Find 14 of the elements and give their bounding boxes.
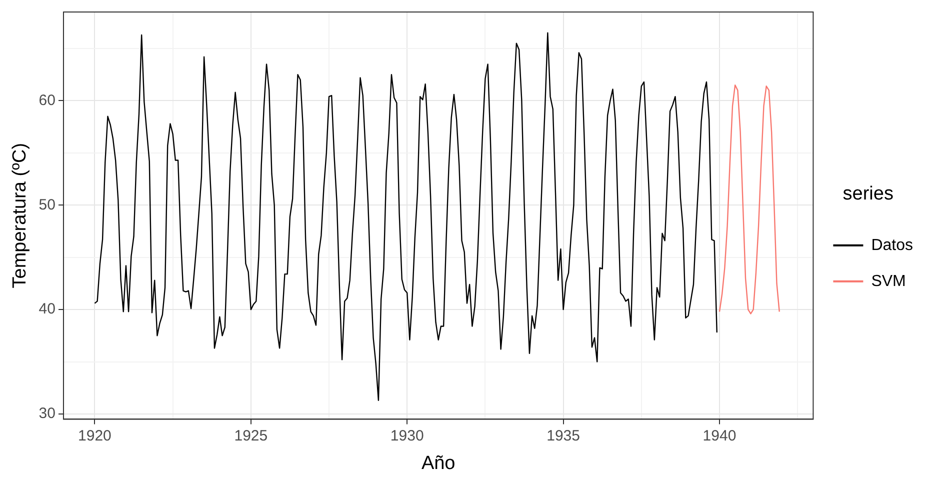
x-tick-label: 1935 <box>546 427 580 444</box>
x-tick-label: 1930 <box>390 427 424 444</box>
y-axis-title: Temperatura (ºC) <box>10 142 31 288</box>
x-tick-label: 1925 <box>234 427 268 444</box>
y-tick-label: 30 <box>38 405 56 422</box>
x-tick-label: 1940 <box>702 427 736 444</box>
x-tick-label: 1920 <box>78 427 112 444</box>
y-tick-label: 50 <box>38 196 56 214</box>
legend-label: Datos <box>871 236 913 254</box>
legend-title: series <box>842 183 894 204</box>
y-tick-label: 60 <box>38 92 56 109</box>
legend-label: SVM <box>871 272 906 290</box>
y-tick-label: 40 <box>38 300 56 318</box>
x-axis-title: Año <box>421 452 456 474</box>
